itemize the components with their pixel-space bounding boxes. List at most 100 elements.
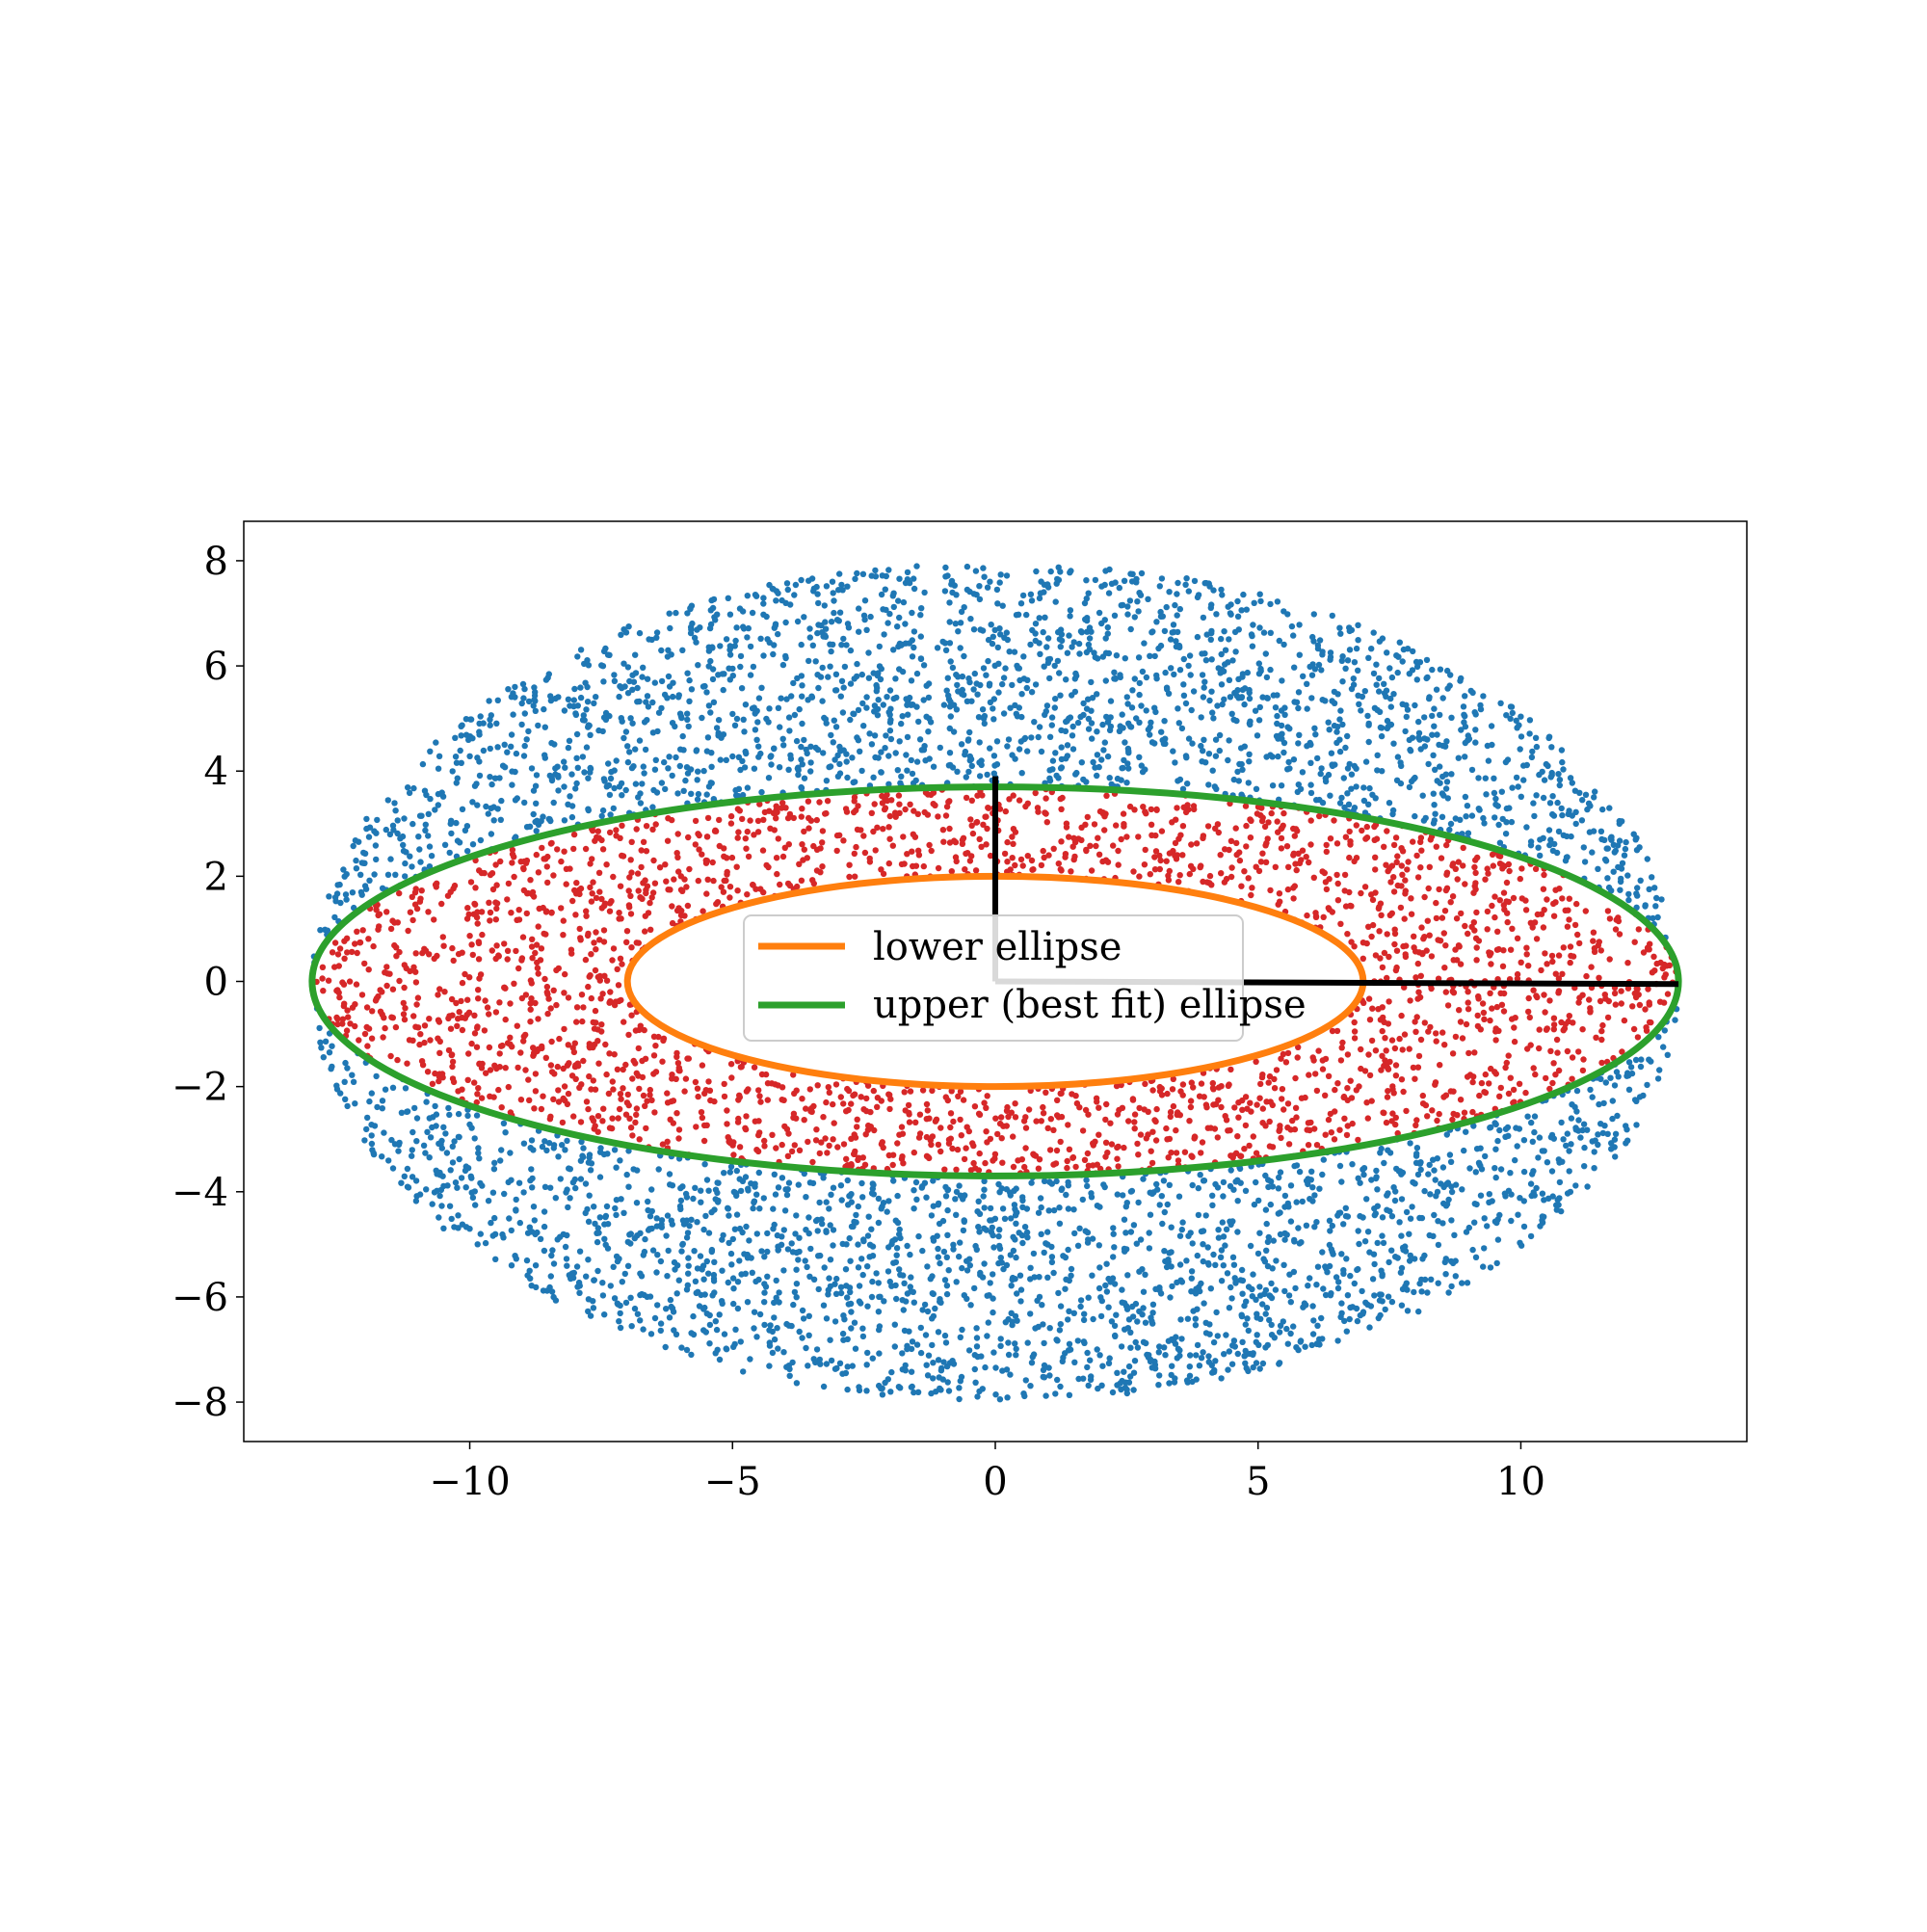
scatter-point-blue [1530,800,1537,807]
scatter-point-blue [1064,753,1071,759]
scatter-point-red [572,912,579,918]
scatter-point-blue [1088,720,1095,727]
scatter-point-blue [840,635,847,643]
scatter-point-blue [1202,1212,1209,1219]
scatter-point-red [833,847,840,855]
scatter-point-blue [1142,1319,1149,1326]
scatter-point-blue [1463,813,1469,820]
scatter-point-red [1393,947,1401,954]
scatter-point-blue [998,1185,1005,1192]
scatter-point-blue [1509,784,1516,791]
scatter-point-blue [1049,766,1056,773]
scatter-point-blue [776,764,783,771]
scatter-point-blue [852,1345,859,1352]
scatter-point-blue [572,1184,579,1192]
scatter-point-blue [1174,1279,1180,1286]
scatter-point-blue [1297,785,1305,793]
scatter-point-blue [1539,1190,1546,1197]
scatter-point-blue [1633,834,1640,841]
scatter-point-red [734,834,741,841]
scatter-point-blue [412,1178,420,1184]
scatter-point-blue [1607,834,1615,841]
scatter-point-blue [573,730,581,738]
scatter-point-blue [617,1157,623,1164]
scatter-point-blue [1472,711,1479,718]
scatter-point-blue [1370,670,1378,677]
scatter-point-blue [521,710,528,717]
scatter-point-blue [1050,1269,1057,1277]
scatter-point-blue [1131,675,1139,682]
scatter-point-blue [942,1183,949,1191]
scatter-point-blue [957,1334,964,1341]
scatter-point-blue [866,730,873,737]
scatter-point-blue [611,1295,619,1302]
scatter-point-blue [1336,1162,1344,1170]
scatter-point-blue [1448,1283,1455,1290]
scatter-point-blue [462,731,470,738]
scatter-point-blue [1502,1125,1510,1132]
scatter-point-blue [1349,1161,1356,1168]
scatter-point-blue [1130,1369,1138,1376]
scatter-point-blue [1414,1171,1422,1178]
scatter-point-red [1544,961,1550,967]
scatter-point-blue [978,1353,985,1360]
scatter-point-blue [999,602,1006,609]
scatter-point-red [1050,1126,1057,1134]
scatter-point-blue [416,846,423,853]
scatter-point-blue [785,766,792,773]
scatter-point-blue [1013,612,1020,619]
scatter-point-blue [447,1167,454,1174]
scatter-point-blue [1459,831,1465,837]
scatter-point-blue [1368,646,1375,652]
scatter-point-blue [592,1220,598,1228]
scatter-point-blue [1128,704,1136,711]
scatter-point-blue [1596,1100,1602,1108]
scatter-point-blue [691,1248,698,1255]
scatter-point-blue [1447,820,1455,828]
scatter-point-blue [843,758,850,765]
scatter-point-blue [805,1230,812,1237]
scatter-point-blue [1030,1250,1038,1257]
scatter-point-blue [353,857,359,864]
scatter-point-blue [881,1298,887,1305]
scatter-point-red [1148,1159,1156,1167]
scatter-point-blue [1219,1219,1227,1226]
scatter-point-red [496,999,503,1006]
scatter-point-blue [1256,624,1263,631]
scatter-point-blue [940,1248,948,1256]
scatter-point-blue [1171,1337,1177,1344]
scatter-point-blue [937,1385,943,1392]
scatter-point-red [1509,925,1516,932]
scatter-point-blue [1220,1193,1227,1200]
scatter-point-blue [1358,707,1364,714]
scatter-point-blue [706,1321,714,1329]
scatter-point-blue [1379,1232,1386,1239]
scatter-point-blue [1600,1099,1607,1107]
scatter-point-blue [1439,790,1446,797]
scatter-point-blue [787,752,794,758]
scatter-point-blue [1007,1252,1015,1258]
scatter-point-blue [966,1262,973,1269]
scatter-point-blue [469,735,476,742]
scatter-point-blue [793,737,801,745]
scatter-point-blue [791,1288,799,1296]
scatter-point-blue [1589,849,1596,856]
scatter-point-red [781,1123,788,1130]
scatter-point-red [1433,899,1439,907]
scatter-point-blue [770,1205,777,1212]
scatter-point-blue [1439,813,1446,820]
scatter-point-red [799,806,805,812]
scatter-point-blue [820,1383,828,1390]
scatter-point-blue [1426,1161,1433,1169]
scatter-point-blue [1076,1225,1083,1232]
scatter-point-blue [1609,1098,1617,1104]
scatter-point-blue [672,1266,678,1273]
scatter-point-blue [987,1280,993,1286]
scatter-point-blue [1218,1278,1226,1284]
scatter-point-blue [836,609,844,616]
scatter-point-blue [435,765,442,772]
scatter-point-blue [1022,1377,1030,1384]
scatter-point-blue [1241,701,1248,708]
scatter-point-blue [1151,652,1158,660]
scatter-point-blue [1397,1269,1405,1276]
